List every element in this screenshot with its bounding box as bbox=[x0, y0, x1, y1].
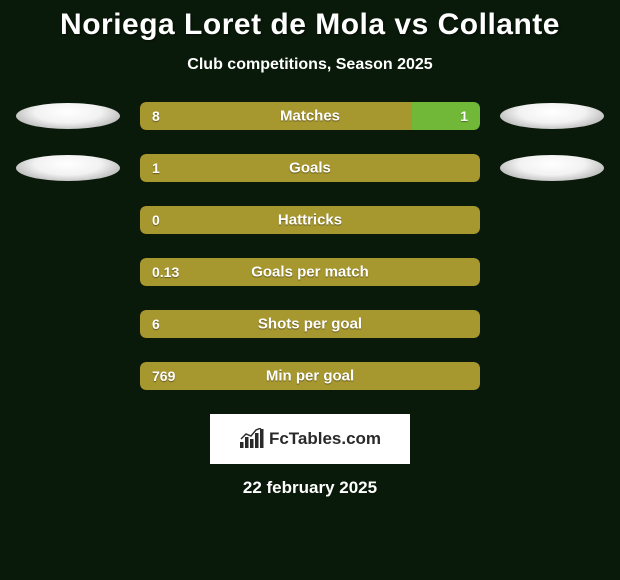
player-right-plate bbox=[500, 103, 604, 129]
stat-value-left: 0.13 bbox=[152, 264, 179, 280]
page-title: Noriega Loret de Mola vs Collante bbox=[0, 8, 620, 42]
stat-row: 8 1 Matches bbox=[0, 102, 620, 130]
player-right-plate bbox=[500, 155, 604, 181]
date-label: 22 february 2025 bbox=[0, 478, 620, 498]
stat-label: Shots per goal bbox=[258, 316, 362, 333]
stat-bar: 6 Shots per goal bbox=[140, 310, 480, 338]
stat-row: 0.13 Goals per match bbox=[0, 258, 620, 286]
brand-text: FcTables.com bbox=[269, 429, 381, 449]
stat-bar: 769 Min per goal bbox=[140, 362, 480, 390]
stat-value-left: 1 bbox=[152, 160, 160, 176]
brand-box: FcTables.com bbox=[210, 414, 410, 464]
stat-label: Goals bbox=[289, 160, 331, 177]
comparison-infographic: Noriega Loret de Mola vs Collante Club c… bbox=[0, 0, 620, 498]
stat-value-left: 8 bbox=[152, 108, 160, 124]
stat-bar: 0 Hattricks bbox=[140, 206, 480, 234]
bar-segment-right bbox=[412, 102, 480, 130]
stat-label: Goals per match bbox=[251, 264, 369, 281]
stat-label: Hattricks bbox=[278, 212, 342, 229]
stat-row: 6 Shots per goal bbox=[0, 310, 620, 338]
stat-value-left: 0 bbox=[152, 212, 160, 228]
stat-row: 1 Goals bbox=[0, 154, 620, 182]
stat-bar: 0.13 Goals per match bbox=[140, 258, 480, 286]
stat-bar: 1 Goals bbox=[140, 154, 480, 182]
stat-value-right: 1 bbox=[460, 108, 468, 124]
bar-chart-icon bbox=[239, 428, 265, 450]
subtitle: Club competitions, Season 2025 bbox=[0, 56, 620, 74]
stat-label: Matches bbox=[280, 108, 340, 125]
stat-rows: 8 1 Matches 1 Goals 0 Hattricks 0.13 Goals per m… bbox=[0, 102, 620, 390]
stat-row: 769 Min per goal bbox=[0, 362, 620, 390]
bar-segment-left bbox=[140, 102, 412, 130]
player-left-plate bbox=[16, 155, 120, 181]
player-left-plate bbox=[16, 103, 120, 129]
stat-value-left: 6 bbox=[152, 316, 160, 332]
stat-row: 0 Hattricks bbox=[0, 206, 620, 234]
stat-value-left: 769 bbox=[152, 368, 175, 384]
stat-label: Min per goal bbox=[266, 368, 354, 385]
stat-bar: 8 1 Matches bbox=[140, 102, 480, 130]
